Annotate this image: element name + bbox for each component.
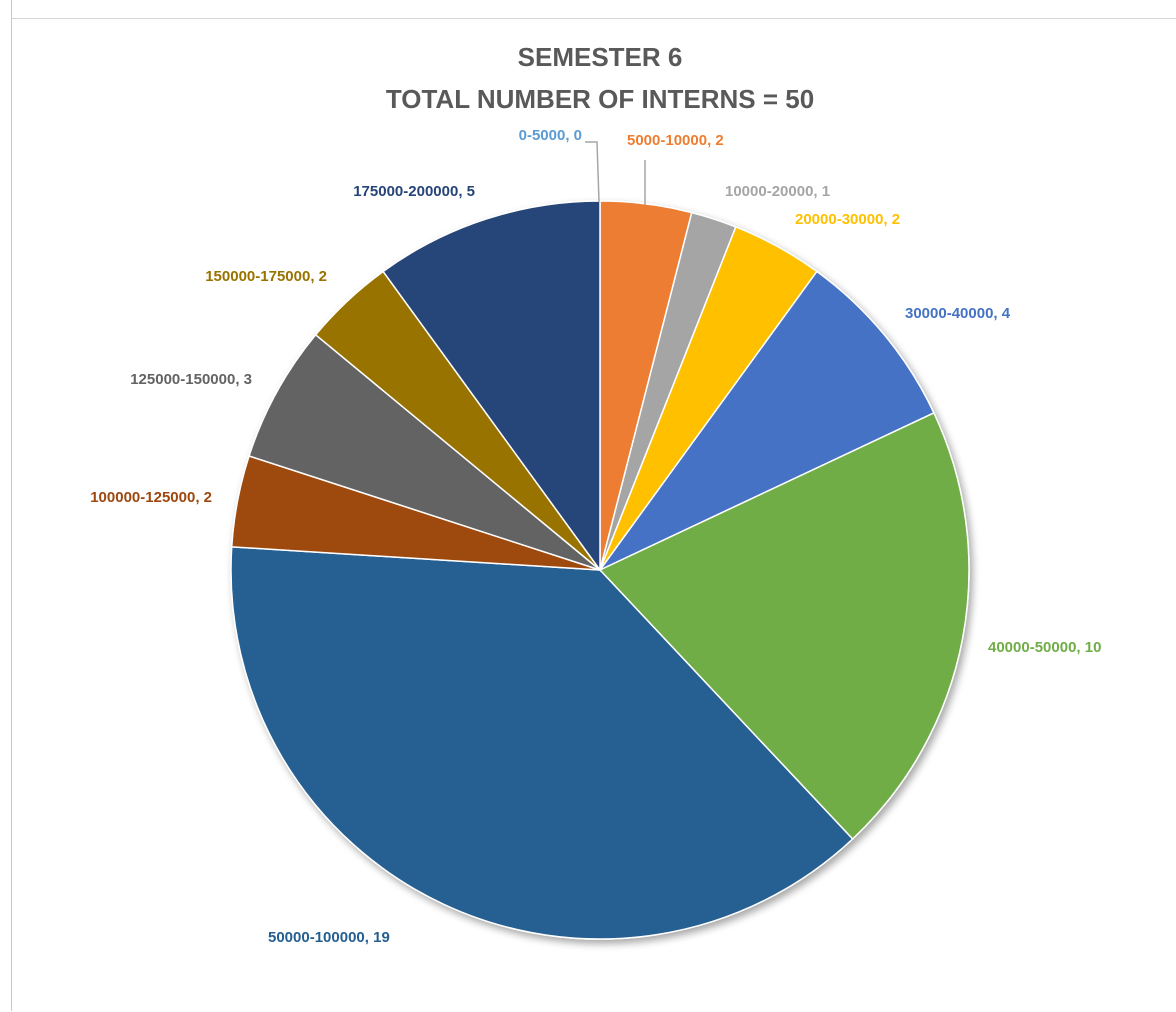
slice-label-5000-10000: 5000-10000, 2 — [627, 132, 724, 149]
pie-slices — [230, 200, 970, 940]
slice-label-0-5000: 0-5000, 0 — [519, 127, 582, 144]
slice-label-40000-50000: 40000-50000, 10 — [988, 639, 1101, 656]
leader-line-0-5000 — [585, 141, 600, 203]
pie-slice-30000-40000 — [599, 270, 935, 571]
pie-slice-175000-200000 — [382, 200, 601, 573]
leader-lines — [585, 141, 646, 205]
slice-label-175000-200000: 175000-200000, 5 — [353, 183, 475, 200]
slice-label-20000-30000: 20000-30000, 2 — [795, 211, 900, 228]
slice-label-150000-175000: 150000-175000, 2 — [205, 268, 327, 285]
slice-label-100000-125000: 100000-125000, 2 — [90, 489, 212, 506]
slice-label-30000-40000: 30000-40000, 4 — [905, 305, 1011, 322]
slice-label-50000-100000: 50000-100000, 19 — [268, 929, 390, 946]
slice-label-10000-20000: 10000-20000, 1 — [725, 183, 830, 200]
chart-title: SEMESTER 6 — [518, 42, 683, 72]
chart-subtitle: TOTAL NUMBER OF INTERNS = 50 — [386, 84, 814, 114]
left-panel-edge — [0, 0, 12, 1011]
slice-label-125000-150000: 125000-150000, 3 — [130, 371, 252, 388]
pie-slice-50000-100000 — [230, 546, 854, 940]
pie-slice-125000-150000 — [248, 333, 601, 571]
slice-labels: 0-5000, 0 5000-10000, 2 10000-20000, 1 2000… — [90, 127, 1101, 946]
pie-slice-40000-50000 — [598, 411, 970, 841]
